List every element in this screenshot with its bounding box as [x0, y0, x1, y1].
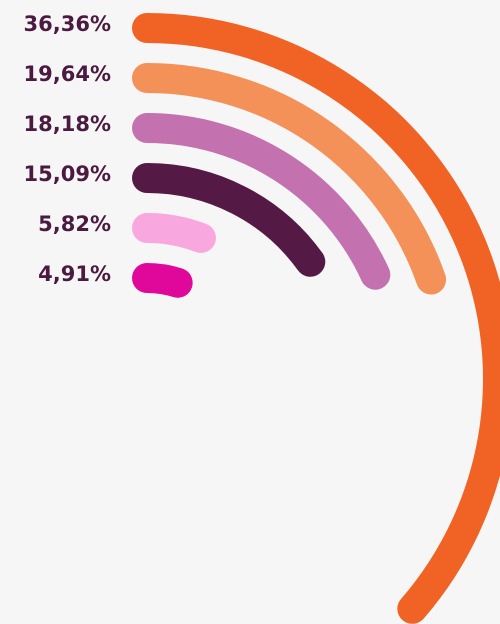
- arc-bar: [132, 13, 500, 624]
- value-label: 15,09%: [24, 162, 111, 186]
- arc-bar: [132, 63, 447, 295]
- arc-bar: [132, 113, 391, 290]
- value-label: 36,36%: [24, 12, 111, 36]
- arc-bar: [132, 163, 326, 277]
- value-label: 5,82%: [38, 212, 111, 236]
- value-label: 4,91%: [38, 262, 111, 286]
- value-label: 18,18%: [24, 112, 111, 136]
- value-label: 19,64%: [24, 62, 111, 86]
- arc-bar: [132, 263, 193, 298]
- arc-bar: [132, 213, 216, 253]
